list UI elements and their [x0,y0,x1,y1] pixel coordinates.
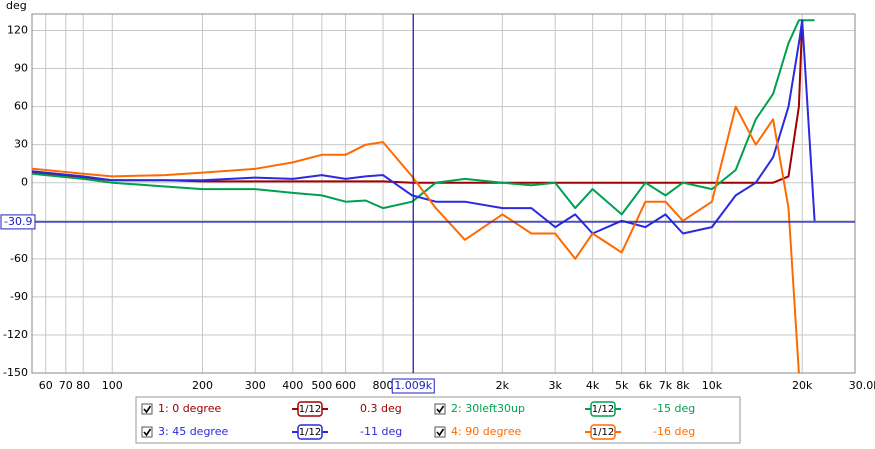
cursor-x-box [391,378,435,394]
smoothing-box[interactable] [590,401,616,417]
cursor-value: 0.3 deg [360,402,402,415]
cursor-value: -11 deg [360,425,402,438]
x-tick-label: 600 [335,379,356,392]
smoothing-box[interactable] [297,424,323,440]
cursor-value: -16 deg [653,425,695,438]
x-tick-label: 300 [245,379,266,392]
series-line [32,105,800,373]
x-tick-label: 70 [59,379,73,392]
y-tick-label: 0 [21,176,28,189]
y-axis-label: deg [6,0,27,12]
x-tick-label: 80 [76,379,90,392]
x-tick-label: 400 [282,379,303,392]
cursor-value: -15 deg [653,402,695,415]
series-line [32,19,816,235]
x-tick-label: 200 [192,379,213,392]
legend-checkbox[interactable] [141,403,153,415]
cursor-y-label: -30.9 [4,215,32,228]
x-tick-label: 800 [373,379,394,392]
plot-frame [31,13,856,374]
series-line [32,19,815,216]
legend-checkbox[interactable] [434,426,446,438]
y-tick-label: 60 [14,100,28,113]
x-tick-label: 100 [102,379,123,392]
legend-checkbox[interactable] [434,403,446,415]
y-tick-label: 30 [14,138,28,151]
y-tick-label: 120 [7,23,28,36]
x-tick-label: 7k [659,379,673,392]
legend-label: 1: 0 degree [158,402,221,415]
smoothing-label: 1/12 [299,427,321,438]
legend-label: 4: 90 degree [451,425,521,438]
plot-area [32,19,816,373]
cursor-x-label: 1.009k [394,379,432,392]
y-tick-label: -150 [3,366,28,379]
smoothing-label: 1/12 [592,427,614,438]
checkmark [143,428,152,437]
x-tick-label: 5k [615,379,629,392]
smoothing-box[interactable] [297,401,323,417]
y-tick-label: -120 [3,328,28,341]
y-tick-label: 90 [14,62,28,75]
smoothing-label: 1/12 [592,404,614,415]
checkmark [143,405,152,414]
x-tick-label: 4k [586,379,600,392]
x-tick-label: 500 [311,379,332,392]
checkmark [436,428,445,437]
x-tick-label: 3k [548,379,562,392]
x-tick-label: 2k [496,379,510,392]
y-tick-label: -90 [10,290,28,303]
x-tick-label: 30.0k Hz [849,379,875,392]
y-tick-label: -60 [10,252,28,265]
x-tick-label: 6k [639,379,653,392]
legend-label: 2: 30left30up [451,402,525,415]
x-tick-label: 20k [792,379,813,392]
smoothing-box[interactable] [590,424,616,440]
legend-checkbox[interactable] [141,426,153,438]
legend-label: 3: 45 degree [158,425,228,438]
smoothing-label: 1/12 [299,404,321,415]
x-tick-label: 8k [676,379,690,392]
x-tick-label: 60 [39,379,53,392]
x-tick-label: 10k [702,379,723,392]
cursor-y-box [0,214,36,230]
checkmark [436,405,445,414]
